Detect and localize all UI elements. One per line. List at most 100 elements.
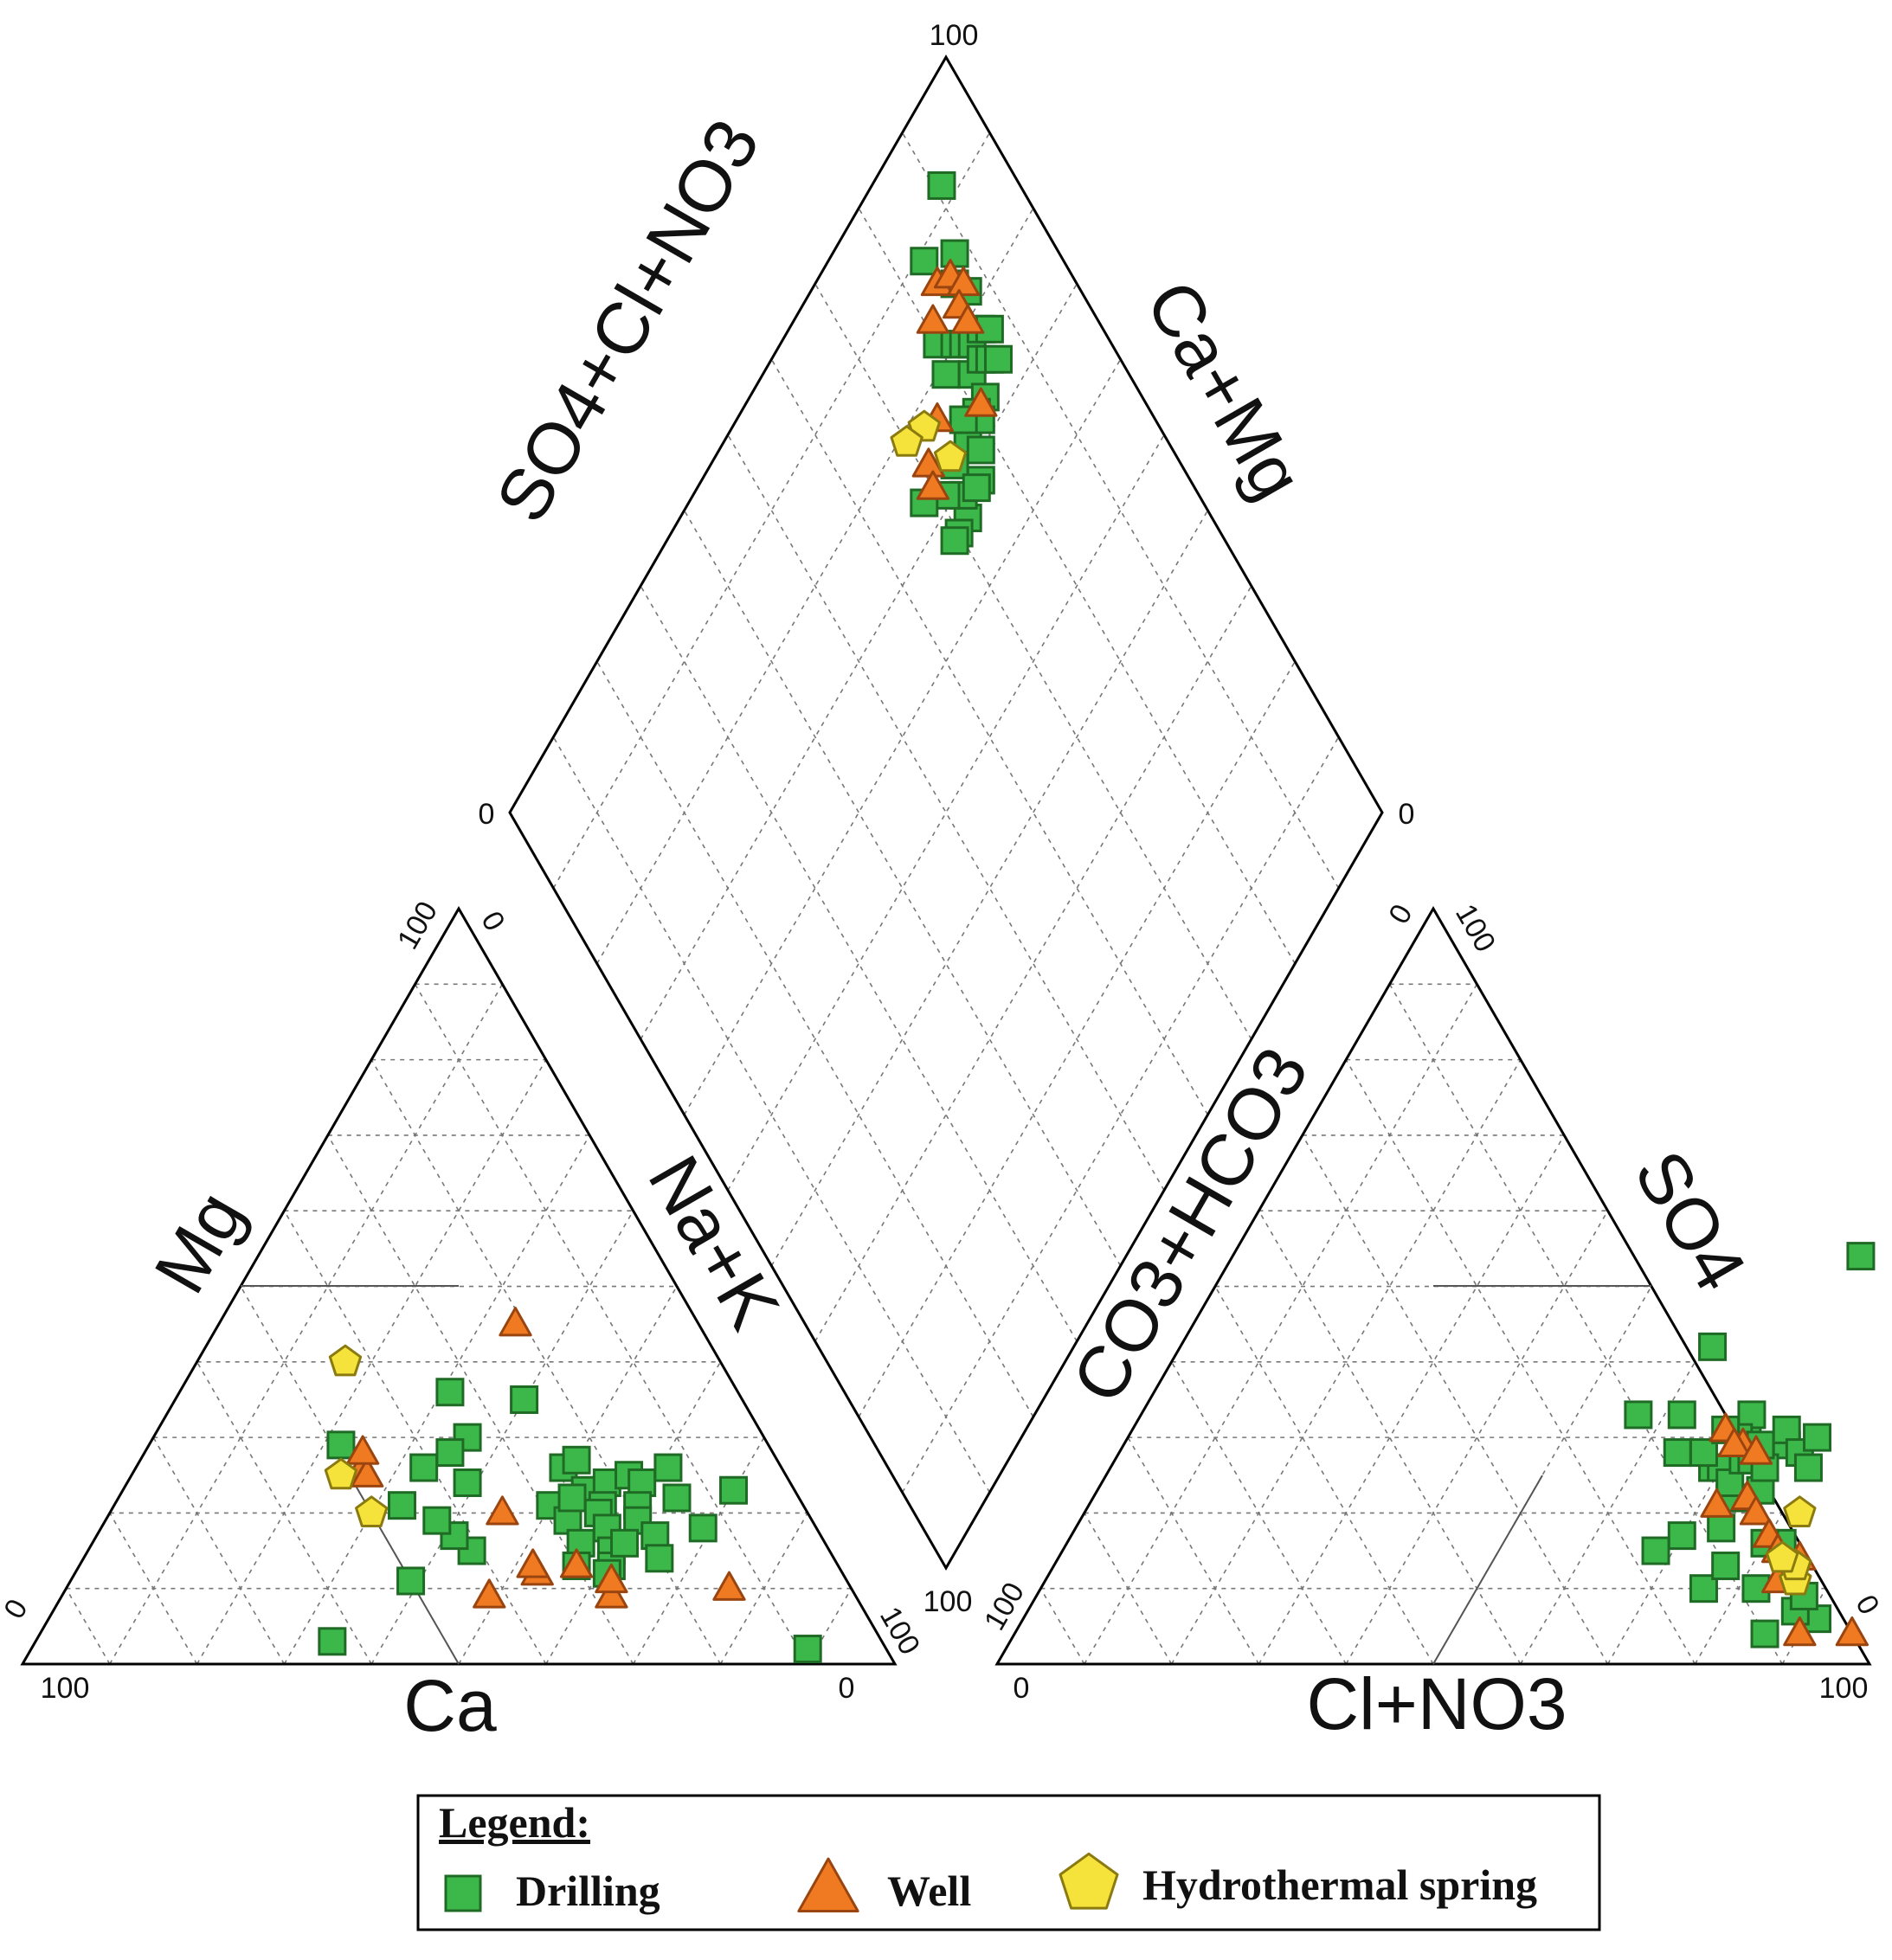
legend: Legend: Drilling Well Hydrothermal sprin… — [416, 1794, 1601, 1931]
diamond-point-well — [951, 304, 985, 334]
diamond-grid-line — [901, 132, 1340, 889]
diamond-axis-label-left: SO4+Cl+NO3 — [480, 106, 775, 536]
diamond-point-drilling — [910, 247, 939, 276]
anion-point-drilling — [1793, 1453, 1823, 1482]
cation-point-drilling — [653, 1453, 683, 1482]
cation-point-well — [516, 1548, 550, 1578]
anion-point-drilling — [1803, 1423, 1832, 1452]
cation-point-drilling — [435, 1438, 465, 1468]
diamond-tick-bottom: 100 — [923, 1585, 973, 1618]
cation-grid-line — [458, 1286, 678, 1665]
anion-grid-line — [1170, 1361, 1347, 1665]
anion-grid-line — [1345, 1059, 1696, 1665]
diamond-point-hydrothermal-spring — [933, 440, 968, 472]
anion-point-drilling — [1698, 1332, 1728, 1361]
anion-tick-right-base: 0 — [1849, 1590, 1885, 1620]
diamond-grid-line — [727, 434, 1165, 1191]
diamond-grid-line — [596, 661, 1034, 1417]
anion-tick-bottom-left: 0 — [1014, 1672, 1030, 1705]
diamond-point-well — [964, 387, 998, 417]
anion-point-well — [1700, 1488, 1734, 1518]
diamond-point-drilling — [966, 435, 995, 465]
diamond-point-hydrothermal-spring — [890, 425, 923, 457]
cation-point-drilling — [645, 1544, 674, 1573]
cation-point-drilling — [557, 1483, 587, 1513]
anion-point-drilling — [1750, 1619, 1779, 1648]
cation-tick-bottom-right: 0 — [839, 1672, 855, 1705]
cation-grid-line — [240, 1286, 460, 1665]
anion-grid-line — [1170, 1059, 1522, 1665]
anion-guide-line — [1432, 1475, 1543, 1665]
cation-grid-line — [196, 1059, 547, 1665]
anion-grid-line — [1432, 1286, 1652, 1665]
anion-grid-line — [1214, 1286, 1434, 1665]
cation-point-well — [345, 1435, 380, 1465]
anion-point-well — [1739, 1435, 1773, 1465]
diamond-grid-line — [901, 736, 1340, 1494]
diamond-grid-line — [770, 510, 1209, 1267]
cation-point-well — [473, 1578, 506, 1609]
cation-point-drilling — [318, 1627, 347, 1656]
cation-grid-line — [65, 1588, 111, 1665]
legend-marker-drilling — [444, 1874, 482, 1912]
anion-point-drilling — [1624, 1400, 1653, 1430]
diamond-point-drilling — [931, 360, 961, 389]
anion-tick-apex-left: 0 — [1382, 899, 1419, 929]
cation-point-drilling — [435, 1378, 465, 1407]
cation-grid-line — [327, 1134, 634, 1665]
diamond-grid-line — [552, 736, 991, 1494]
cation-grid-line — [109, 983, 504, 1665]
cation-point-drilling — [422, 1506, 452, 1535]
diamond-grid-line — [683, 510, 1122, 1267]
diamond-grid-line — [683, 358, 1122, 1115]
anion-point-drilling — [1707, 1513, 1736, 1543]
cation-grid-line — [414, 983, 808, 1665]
cation-point-drilling — [719, 1475, 749, 1505]
diamond-grid-line — [814, 283, 1252, 1040]
anion-grid-line — [1388, 983, 1783, 1665]
diamond-point-drilling — [927, 170, 956, 200]
cation-grid-line — [152, 1436, 286, 1665]
diamond-grid-line — [640, 585, 1078, 1342]
cation-point-well — [595, 1563, 628, 1594]
anion-axis-label-bottom: Cl+NO3 — [1306, 1663, 1567, 1745]
cation-point-drilling — [453, 1423, 482, 1452]
cation-grid-line — [719, 1513, 808, 1665]
diamond-point-drilling — [962, 473, 991, 503]
anion-axis-label-left: CO3+HCO3 — [1056, 1034, 1323, 1416]
cation-point-drilling — [662, 1483, 692, 1513]
diamond-tick-top: 100 — [930, 19, 979, 52]
anion-point-well — [1783, 1616, 1817, 1647]
legend-label-well: Well — [887, 1867, 971, 1915]
anion-grid-line — [1039, 1588, 1085, 1665]
anion-grid-line — [1520, 1361, 1696, 1665]
cation-point-well — [499, 1307, 532, 1337]
diamond-grid-line — [858, 661, 1296, 1417]
cation-point-drilling — [793, 1635, 822, 1664]
anion-point-drilling — [1711, 1552, 1741, 1581]
anion-grid-line — [1084, 1513, 1173, 1665]
diamond-point-drilling — [940, 526, 969, 556]
diamond-tick-right: 0 — [1399, 798, 1415, 831]
anion-point-hydrothermal-spring — [1766, 1540, 1799, 1573]
anion-axis-label-right: SO4 — [1618, 1137, 1761, 1304]
diamond-point-well — [946, 266, 981, 297]
anion-point-drilling — [1846, 1242, 1876, 1271]
cation-grid-line — [196, 1361, 372, 1665]
cation-point-well — [559, 1548, 594, 1578]
anion-grid-line — [1084, 983, 1478, 1665]
cation-point-well — [350, 1457, 384, 1488]
cation-point-hydrothermal-spring — [328, 1344, 363, 1377]
cation-axis-label-right: Na+K — [633, 1142, 795, 1342]
diamond-point-drilling — [940, 239, 969, 268]
legend-label-hydrothermal-spring: Hydrothermal spring — [1142, 1860, 1537, 1909]
cation-point-drilling — [409, 1453, 439, 1482]
data-points — [318, 170, 1876, 1664]
diamond-grid-line — [640, 283, 1078, 1040]
anion-point-well — [1717, 1427, 1751, 1457]
diamond-tick-left: 0 — [479, 798, 495, 831]
cation-point-drilling — [688, 1513, 718, 1543]
diamond-axis-label-right: Ca+Mg — [1130, 267, 1319, 513]
anion-tick-left-base: 100 — [978, 1577, 1031, 1635]
